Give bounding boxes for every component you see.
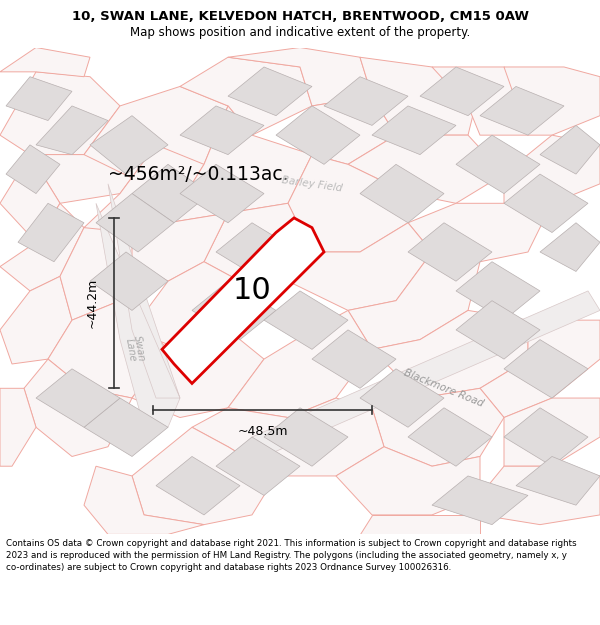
Polygon shape <box>216 222 300 281</box>
Polygon shape <box>372 106 456 154</box>
Polygon shape <box>0 203 84 291</box>
Polygon shape <box>132 428 276 524</box>
Polygon shape <box>6 77 72 121</box>
Polygon shape <box>24 359 132 456</box>
Text: Map shows position and indicative extent of the property.: Map shows position and indicative extent… <box>130 26 470 39</box>
Polygon shape <box>288 222 432 311</box>
Polygon shape <box>504 67 600 135</box>
Polygon shape <box>0 154 60 242</box>
Text: Blackmore Road: Blackmore Road <box>403 368 485 409</box>
Text: 10, SWAN LANE, KELVEDON HATCH, BRENTWOOD, CM15 0AW: 10, SWAN LANE, KELVEDON HATCH, BRENTWOOD… <box>71 11 529 24</box>
Polygon shape <box>420 67 504 116</box>
Polygon shape <box>360 58 480 135</box>
Polygon shape <box>156 456 240 515</box>
Text: Barley Field: Barley Field <box>281 174 343 193</box>
Polygon shape <box>48 301 168 398</box>
Polygon shape <box>516 456 600 505</box>
Polygon shape <box>360 164 444 222</box>
Polygon shape <box>132 164 210 222</box>
Polygon shape <box>456 135 540 194</box>
Polygon shape <box>252 291 600 456</box>
Polygon shape <box>192 281 276 339</box>
Polygon shape <box>408 203 552 262</box>
Polygon shape <box>540 126 600 174</box>
Polygon shape <box>372 311 528 398</box>
Polygon shape <box>264 291 348 349</box>
Polygon shape <box>90 116 168 174</box>
Text: Contains OS data © Crown copyright and database right 2021. This information is : Contains OS data © Crown copyright and d… <box>6 539 577 572</box>
Text: 10: 10 <box>233 276 271 306</box>
Polygon shape <box>408 408 492 466</box>
Polygon shape <box>0 48 90 77</box>
Polygon shape <box>132 330 264 418</box>
Polygon shape <box>90 252 168 311</box>
Polygon shape <box>18 203 84 262</box>
Polygon shape <box>456 301 540 359</box>
Polygon shape <box>132 213 228 281</box>
Polygon shape <box>84 466 204 534</box>
Polygon shape <box>372 388 504 466</box>
Polygon shape <box>0 388 36 466</box>
Polygon shape <box>228 311 372 418</box>
Polygon shape <box>336 447 480 515</box>
Polygon shape <box>162 218 324 384</box>
Polygon shape <box>168 106 312 222</box>
Polygon shape <box>216 437 300 496</box>
Polygon shape <box>360 369 444 428</box>
Polygon shape <box>432 476 528 524</box>
Polygon shape <box>96 194 174 252</box>
Polygon shape <box>348 135 504 203</box>
Polygon shape <box>312 96 396 164</box>
Polygon shape <box>96 184 180 428</box>
Polygon shape <box>288 154 408 252</box>
Polygon shape <box>228 48 372 106</box>
Text: ~48.5m: ~48.5m <box>237 425 288 438</box>
Polygon shape <box>480 86 564 135</box>
Polygon shape <box>276 106 360 164</box>
Polygon shape <box>264 408 348 466</box>
Polygon shape <box>36 106 108 154</box>
Polygon shape <box>0 72 120 154</box>
Polygon shape <box>540 222 600 271</box>
Polygon shape <box>60 203 168 320</box>
Polygon shape <box>180 58 312 135</box>
Polygon shape <box>360 515 480 534</box>
Polygon shape <box>204 203 312 281</box>
Polygon shape <box>132 262 240 349</box>
Polygon shape <box>324 77 408 126</box>
Polygon shape <box>0 276 72 364</box>
Polygon shape <box>480 466 600 524</box>
Polygon shape <box>84 86 228 184</box>
Text: ~44.2m: ~44.2m <box>86 278 99 328</box>
Polygon shape <box>30 121 156 203</box>
Polygon shape <box>504 174 588 232</box>
Text: ~456m²/~0.113ac.: ~456m²/~0.113ac. <box>108 164 289 184</box>
Polygon shape <box>456 262 540 320</box>
Polygon shape <box>228 67 312 116</box>
Polygon shape <box>180 164 264 222</box>
Polygon shape <box>84 398 168 456</box>
Polygon shape <box>504 135 600 203</box>
Polygon shape <box>408 222 492 281</box>
Polygon shape <box>36 369 120 428</box>
Polygon shape <box>504 339 588 398</box>
Polygon shape <box>180 106 264 154</box>
Polygon shape <box>504 398 600 466</box>
Text: Swan
Lane: Swan Lane <box>123 335 147 364</box>
Polygon shape <box>348 252 480 349</box>
Polygon shape <box>312 330 396 388</box>
Polygon shape <box>480 320 600 418</box>
Polygon shape <box>432 67 552 135</box>
Polygon shape <box>84 145 204 232</box>
Polygon shape <box>6 145 60 194</box>
Polygon shape <box>192 398 384 476</box>
Polygon shape <box>504 408 588 466</box>
